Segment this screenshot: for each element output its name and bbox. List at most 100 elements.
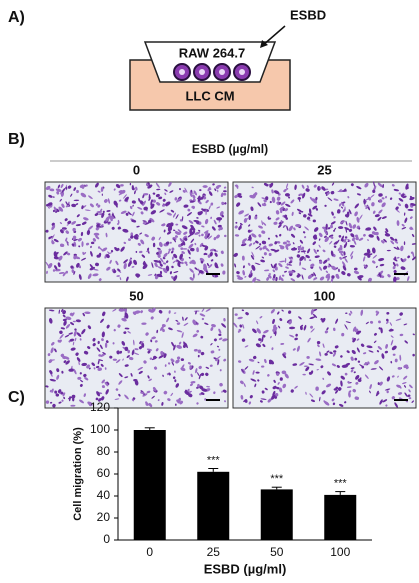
stained-cell — [409, 195, 413, 200]
stained-cell — [205, 253, 208, 256]
stained-cell — [366, 345, 373, 349]
stained-cell — [279, 206, 285, 211]
stained-cell — [337, 226, 344, 229]
stained-cell — [252, 370, 255, 375]
stained-cell — [62, 314, 66, 318]
stained-cell — [396, 384, 402, 388]
stained-cell — [327, 371, 331, 376]
stained-cell — [194, 267, 198, 271]
stained-cell — [279, 377, 283, 381]
stained-cell — [87, 325, 92, 330]
stained-cell — [403, 375, 408, 380]
stained-cell — [368, 277, 372, 282]
stained-cell — [74, 328, 77, 331]
stained-cell — [339, 244, 343, 249]
y-tick-label: 40 — [97, 488, 111, 502]
stained-cell — [330, 250, 334, 257]
stained-cell — [53, 206, 57, 212]
stained-cell — [353, 371, 356, 374]
stained-cell — [190, 247, 195, 252]
stained-cell — [341, 201, 345, 207]
stained-cell — [411, 243, 416, 245]
stained-cell — [251, 233, 257, 238]
stained-cell — [88, 367, 91, 370]
stained-cell — [386, 318, 389, 322]
stained-cell — [344, 372, 348, 376]
stained-cell — [124, 312, 129, 319]
stained-cell — [135, 250, 138, 253]
y-tick-label: 20 — [97, 510, 111, 524]
stained-cell — [117, 227, 122, 230]
stained-cell — [204, 245, 209, 251]
stained-cell — [47, 202, 53, 206]
stained-cell — [94, 213, 99, 216]
stained-cell — [65, 186, 68, 190]
stained-cell — [264, 358, 267, 364]
stained-cell — [235, 221, 238, 224]
stained-cell — [222, 389, 227, 393]
stained-cell — [51, 234, 55, 240]
stained-cell — [182, 248, 188, 250]
stained-cell — [142, 200, 146, 207]
stained-cell — [286, 225, 289, 231]
stained-cell — [400, 257, 404, 262]
stained-cell — [374, 360, 379, 365]
stained-cell — [365, 321, 369, 325]
stained-cell — [176, 330, 183, 333]
stained-cell — [135, 186, 138, 191]
stained-cell — [257, 361, 260, 364]
stained-cell — [176, 344, 182, 349]
stained-cell — [148, 309, 154, 313]
stained-cell — [299, 256, 305, 262]
stained-cell — [53, 238, 59, 243]
stained-cell — [111, 226, 115, 230]
stained-cell — [95, 203, 99, 206]
stained-cell — [393, 246, 399, 250]
stained-cell — [342, 265, 347, 271]
stained-cell — [89, 203, 94, 208]
stained-cell — [49, 188, 55, 192]
stained-cell — [172, 237, 177, 241]
stained-cell — [139, 340, 142, 345]
stained-cell — [105, 232, 108, 238]
stained-cell — [116, 275, 120, 277]
stained-cell — [285, 243, 291, 247]
stained-cell — [104, 367, 107, 370]
stained-cell — [95, 365, 100, 369]
stained-cell — [108, 213, 111, 216]
stained-cell — [364, 374, 369, 379]
stained-cell — [301, 210, 304, 213]
stained-cell — [356, 347, 360, 353]
stained-cell — [175, 223, 179, 226]
stained-cell — [54, 265, 58, 270]
stained-cell — [388, 329, 394, 332]
stained-cell — [308, 259, 312, 262]
stained-cell — [65, 316, 72, 320]
stained-cell — [224, 400, 226, 403]
stained-cell — [302, 373, 306, 376]
arrow-head — [260, 40, 268, 48]
stained-cell — [275, 217, 280, 221]
stained-cell — [368, 350, 374, 353]
stained-cell — [61, 203, 65, 208]
stained-cell — [173, 271, 179, 274]
stained-cell — [90, 245, 92, 249]
stained-cell — [382, 183, 385, 189]
stained-cell — [134, 236, 139, 240]
stained-cell — [184, 317, 188, 321]
stained-cell — [134, 190, 136, 195]
stained-cell — [99, 208, 103, 212]
stained-cell — [167, 362, 171, 365]
stained-cell — [327, 275, 331, 282]
stained-cell — [268, 243, 273, 247]
stained-cell — [322, 377, 325, 380]
stained-cell — [223, 192, 227, 196]
stained-cell — [167, 398, 171, 402]
stained-cell — [127, 349, 130, 354]
stained-cell — [237, 331, 240, 333]
stained-cell — [140, 310, 143, 314]
stained-cell — [146, 250, 149, 253]
stained-cell — [335, 318, 339, 324]
stained-cell — [60, 183, 64, 189]
